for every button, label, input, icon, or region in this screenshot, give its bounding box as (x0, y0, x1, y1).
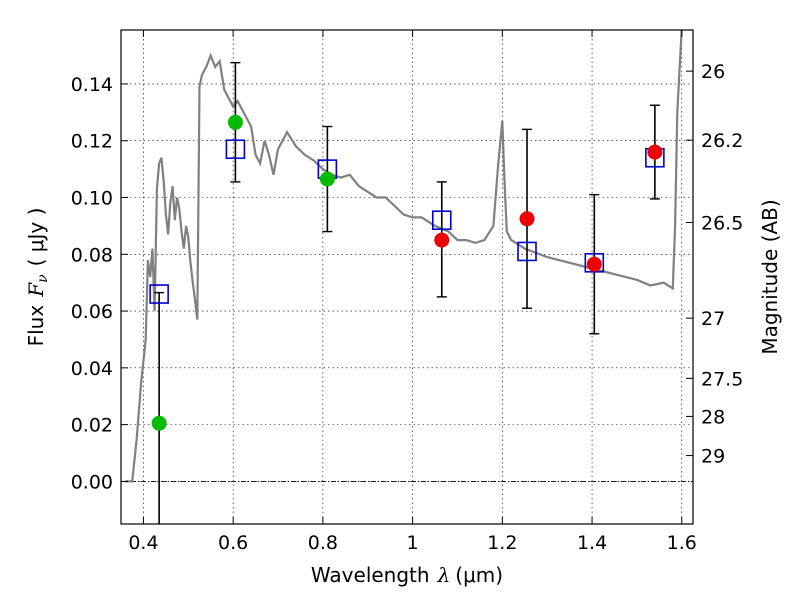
magnitude-tick-labels: 26 26.2 26.5 27 27.5 28 29 (701, 61, 743, 467)
y-tick-label: 0.10 (71, 188, 113, 210)
x-tick-label: 0.8 (308, 532, 338, 554)
observed-flux-point (519, 211, 535, 227)
y-axis-subscript: ν (35, 274, 51, 283)
model-photometry-square (517, 241, 537, 262)
y-tick-label: 0.14 (71, 74, 113, 96)
observed-flux-point (434, 232, 450, 248)
model-photometry-square (584, 253, 605, 273)
x-tick-labels: 0.4 0.6 0.8 1 1.2 1.4 1.6 (128, 532, 697, 554)
observed-flux-point (227, 114, 243, 130)
y-tick-label: 0.06 (71, 301, 113, 323)
axis-ticks (121, 30, 693, 524)
x-tick-label: 1.6 (667, 532, 697, 554)
observed-flux-point (151, 415, 167, 431)
y2-axis-title: Magnitude (AB) (758, 199, 782, 354)
x-tick-label: 0.6 (218, 532, 248, 554)
y-tick-label: 0.08 (71, 244, 113, 266)
magnitude-tick-label: 29 (701, 446, 725, 468)
x-tick-label: 1.4 (577, 532, 607, 554)
y-tick-labels: 0.00 0.02 0.04 0.06 0.08 0.10 0.12 0.14 (71, 74, 113, 493)
x-axis-label: Wavelength (311, 563, 430, 587)
y-tick-label: 0.04 (71, 358, 113, 380)
model-photometry-square (149, 284, 169, 304)
x-tick-label: 1 (407, 532, 419, 554)
y-tick-label: 0.00 (71, 471, 113, 493)
x-tick-label: 1.2 (487, 532, 517, 554)
model-spectrum-line (125, 30, 683, 483)
observed-flux-point (319, 171, 335, 187)
magnitude-tick-label: 26 (701, 61, 725, 83)
y-axis-unit: ( μJy ) (24, 208, 48, 267)
y-tick-label: 0.02 (71, 415, 113, 437)
plot-frame (120, 29, 694, 525)
x-tick-label: 0.4 (128, 532, 158, 554)
y-axis-symbol: F (24, 282, 48, 298)
plot-area (125, 30, 683, 524)
observed-flux-markers (151, 114, 663, 431)
y-axis-label: Flux (24, 305, 48, 347)
observed-flux-point (586, 256, 602, 272)
x-axis-title: Wavelength λ (μm) (311, 563, 503, 587)
magnitude-tick-label: 26.2 (701, 130, 743, 152)
magnitude-tick-label: 27.5 (701, 368, 743, 390)
x-axis-unit: (μm) (455, 563, 503, 587)
model-photometry-square (225, 139, 246, 160)
model-photometry-square (431, 210, 452, 231)
magnitude-tick-label: 26.5 (701, 212, 743, 234)
grid-lines (121, 30, 693, 524)
magnitude-tick-label: 28 (701, 406, 725, 428)
magnitude-tick-label: 27 (701, 308, 725, 330)
y-axis-title: Flux Fν ( μJy ) (24, 208, 51, 347)
x-axis-symbol: λ (437, 563, 451, 587)
plot-background (121, 30, 693, 524)
observed-flux-point (647, 144, 663, 160)
y-tick-label: 0.12 (71, 131, 113, 153)
